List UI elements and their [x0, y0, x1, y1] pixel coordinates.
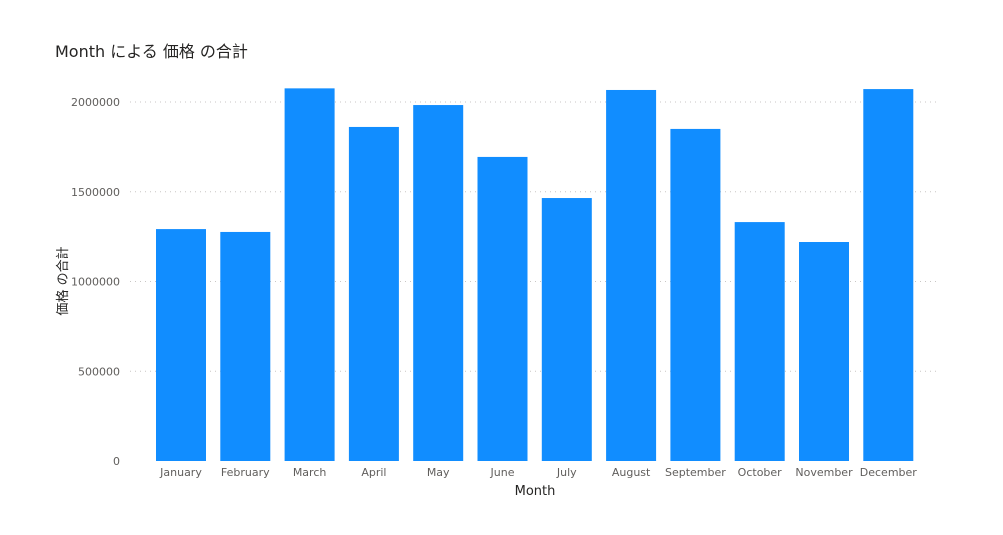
bar-august	[606, 89, 657, 461]
y-tick-label: 1000000	[71, 276, 120, 289]
x-tick-label: August	[612, 466, 651, 479]
x-tick-label: June	[490, 466, 515, 479]
bar-september	[670, 128, 721, 462]
chart-title: Month による 価格 の合計	[55, 42, 248, 61]
x-tick-label: September	[665, 466, 726, 479]
y-axis-label: 価格 の合計	[55, 246, 71, 315]
y-tick-label: 1500000	[71, 186, 120, 199]
x-tick-label: July	[556, 466, 577, 479]
x-tick-label: January	[159, 466, 202, 479]
x-tick-label: February	[221, 466, 270, 479]
x-axis-label: Month	[515, 484, 556, 499]
bar-april	[348, 126, 399, 461]
bar-march	[284, 88, 335, 461]
bar-november	[799, 242, 849, 461]
x-tick-label: December	[860, 466, 918, 479]
bar-may	[413, 105, 464, 461]
x-tick-label: March	[293, 466, 327, 479]
y-tick-label: 500000	[78, 365, 120, 378]
bar-february	[220, 231, 271, 461]
bar-january	[156, 229, 206, 461]
bar-june	[477, 156, 528, 461]
x-tick-label: April	[361, 466, 386, 479]
y-tick-label: 2000000	[71, 96, 120, 109]
bar-december	[863, 89, 914, 462]
bar-july	[541, 198, 592, 461]
bar-october	[734, 222, 785, 461]
x-tick-label: October	[738, 466, 782, 479]
x-tick-label: November	[795, 466, 853, 479]
x-tick-label: May	[427, 466, 450, 479]
y-tick-label: 0	[113, 455, 120, 468]
